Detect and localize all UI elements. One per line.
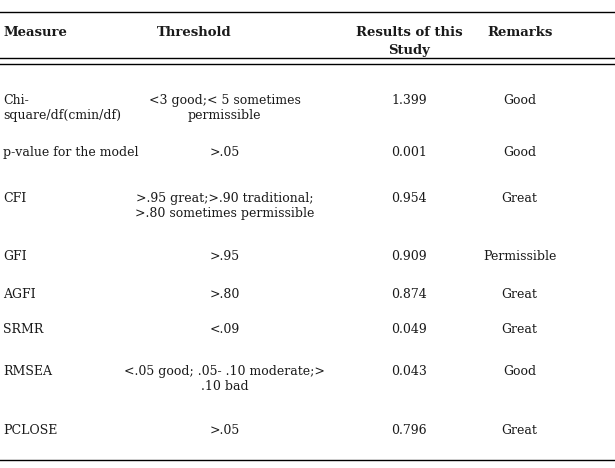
Text: Remarks: Remarks bbox=[487, 26, 552, 39]
Text: Permissible: Permissible bbox=[483, 250, 557, 263]
Text: 0.049: 0.049 bbox=[391, 323, 427, 336]
Text: AGFI: AGFI bbox=[3, 288, 36, 301]
Text: Measure: Measure bbox=[3, 26, 67, 39]
Text: <.09: <.09 bbox=[209, 323, 240, 336]
Text: Good: Good bbox=[503, 365, 536, 378]
Text: 0.954: 0.954 bbox=[391, 192, 427, 205]
Text: Good: Good bbox=[503, 146, 536, 159]
Text: 0.043: 0.043 bbox=[391, 365, 427, 378]
Text: >.80: >.80 bbox=[209, 288, 240, 301]
Text: Great: Great bbox=[502, 288, 538, 301]
Text: Study: Study bbox=[388, 44, 430, 58]
Text: Great: Great bbox=[502, 424, 538, 437]
Text: Threshold: Threshold bbox=[156, 26, 231, 39]
Text: <3 good;< 5 sometimes
permissible: <3 good;< 5 sometimes permissible bbox=[149, 94, 300, 122]
Text: Great: Great bbox=[502, 323, 538, 336]
Text: <.05 good; .05- .10 moderate;>
.10 bad: <.05 good; .05- .10 moderate;> .10 bad bbox=[124, 365, 325, 393]
Text: p-value for the model: p-value for the model bbox=[3, 146, 138, 159]
Text: SRMR: SRMR bbox=[3, 323, 44, 336]
Text: Results of this: Results of this bbox=[355, 26, 462, 39]
Text: 0.001: 0.001 bbox=[391, 146, 427, 159]
Text: 0.874: 0.874 bbox=[391, 288, 427, 301]
Text: 0.909: 0.909 bbox=[391, 250, 427, 263]
Text: Good: Good bbox=[503, 94, 536, 107]
Text: Great: Great bbox=[502, 192, 538, 205]
Text: CFI: CFI bbox=[3, 192, 26, 205]
Text: 0.796: 0.796 bbox=[391, 424, 427, 437]
Text: PCLOSE: PCLOSE bbox=[3, 424, 57, 437]
Text: >.05: >.05 bbox=[209, 146, 240, 159]
Text: >.95: >.95 bbox=[210, 250, 239, 263]
Text: 1.399: 1.399 bbox=[391, 94, 427, 107]
Text: >.05: >.05 bbox=[209, 424, 240, 437]
Text: >.95 great;>.90 traditional;
>.80 sometimes permissible: >.95 great;>.90 traditional; >.80 someti… bbox=[135, 192, 314, 220]
Text: Chi-
square/df(cmin/df): Chi- square/df(cmin/df) bbox=[3, 94, 121, 122]
Text: RMSEA: RMSEA bbox=[3, 365, 52, 378]
Text: GFI: GFI bbox=[3, 250, 26, 263]
